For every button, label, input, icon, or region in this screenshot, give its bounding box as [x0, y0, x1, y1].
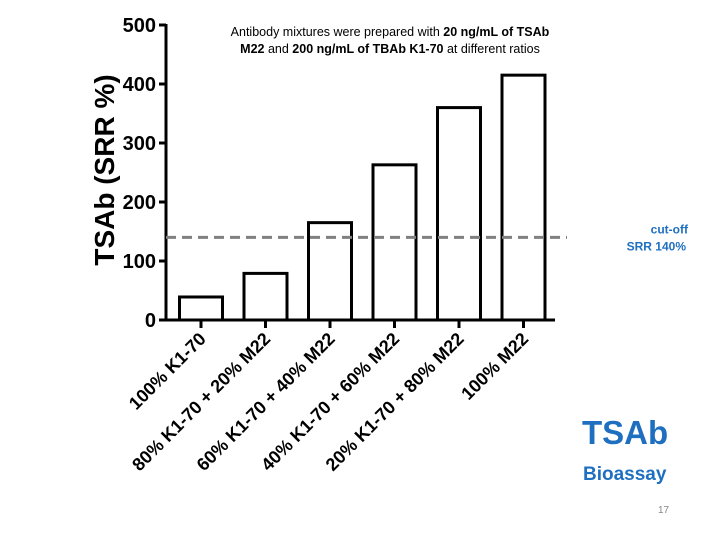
bar — [178, 295, 224, 322]
page-number: 17 — [658, 505, 670, 516]
annotation-segment: 200 ng/mL of TBAb K1-70 — [292, 42, 443, 56]
annotation-segment: M22 — [240, 42, 264, 56]
slide-subtitle: Bioassay — [583, 464, 667, 485]
x-tick-label: 100% M22 — [457, 329, 532, 404]
y-tick-label: 0 — [145, 310, 156, 332]
y-tick-label: 300 — [123, 133, 156, 155]
annotation-segment: Antibody mixtures were prepared with — [231, 25, 444, 39]
annotation-segment: at different ratios — [443, 42, 539, 56]
chart-annotation: Antibody mixtures were prepared with 20 … — [231, 25, 550, 39]
bar — [436, 106, 482, 322]
annotation-segment: 20 ng/mL of TSAb — [443, 25, 549, 39]
bar — [242, 271, 289, 322]
annotation-segment: and — [264, 42, 292, 56]
cutoff-label: SRR 140% — [627, 239, 687, 253]
y-tick-label: 100 — [123, 251, 156, 273]
y-tick-label: 200 — [123, 192, 156, 214]
slide-title: TSAb — [582, 414, 669, 451]
chart-annotation: M22 and 200 ng/mL of TBAb K1-70 at diffe… — [240, 42, 540, 56]
y-tick-label: 400 — [123, 74, 156, 96]
bar — [371, 163, 418, 322]
y-axis-label: TSAb (SRR %) — [89, 74, 120, 265]
y-tick-label: 500 — [123, 15, 156, 37]
bar — [500, 73, 547, 322]
cutoff-label: cut-off — [651, 222, 689, 236]
